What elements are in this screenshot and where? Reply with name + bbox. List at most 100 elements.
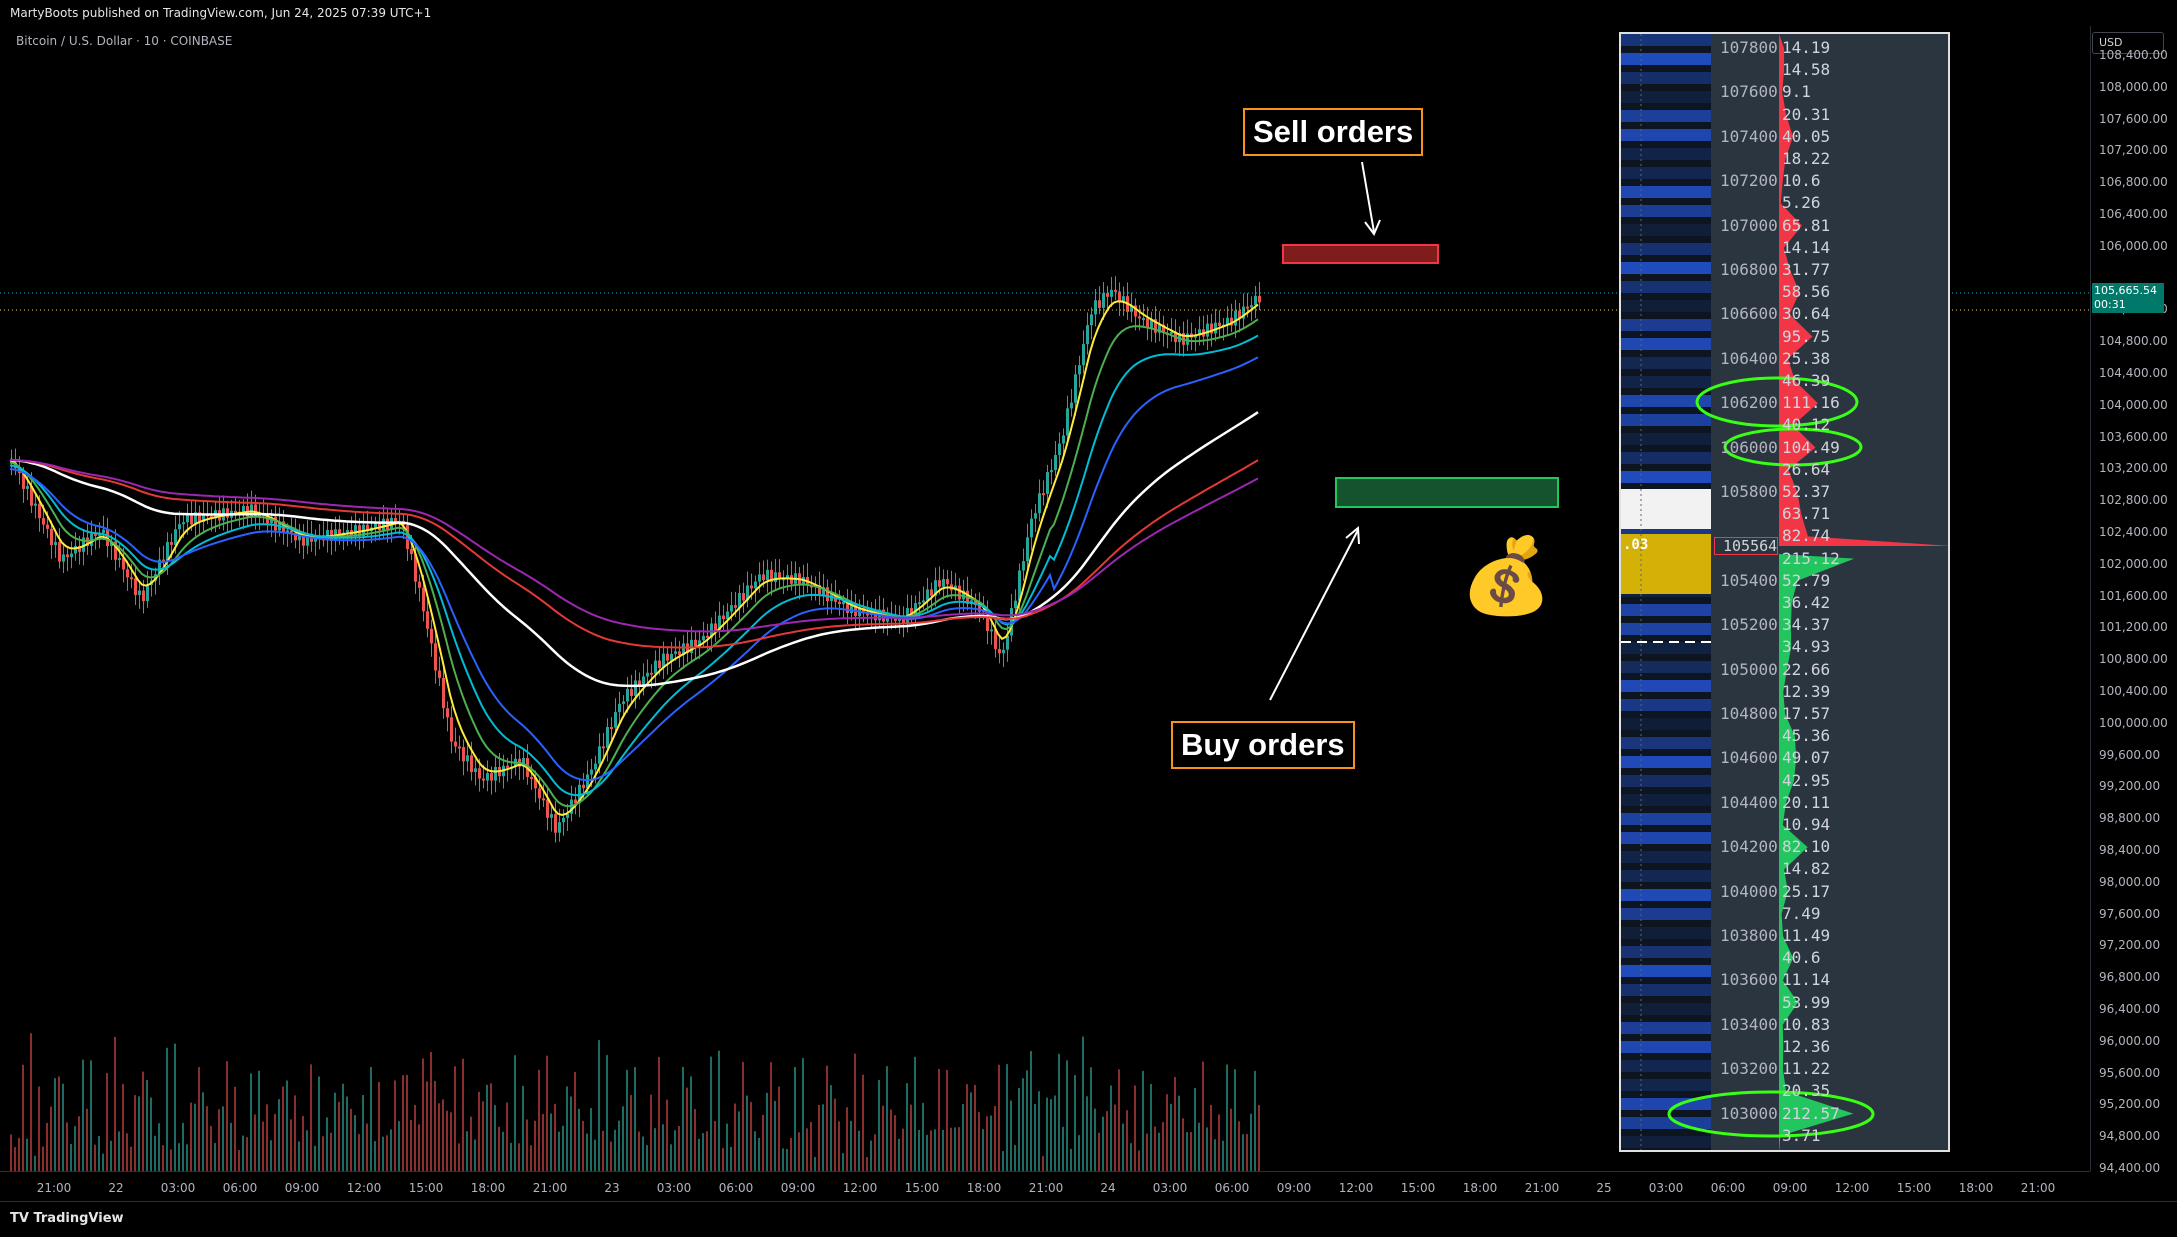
candle-body xyxy=(162,559,165,562)
volume-bar xyxy=(290,1119,292,1171)
volume-bar xyxy=(430,1051,432,1171)
volume-bar xyxy=(410,1119,412,1171)
price-axis-label: 102,400.00 xyxy=(2099,524,2168,539)
volume-bar xyxy=(522,1085,524,1171)
volume-bar xyxy=(1134,1085,1136,1171)
candle-body xyxy=(1242,306,1245,319)
volume-bar xyxy=(926,1134,928,1171)
volume-bar xyxy=(46,1122,48,1171)
volume-bar xyxy=(1238,1121,1240,1171)
order-book-volume: 45.36 xyxy=(1782,726,1831,746)
price-axis-label: 100,400.00 xyxy=(2099,684,2168,698)
volume-bar xyxy=(250,1073,252,1171)
candle-body xyxy=(458,746,461,749)
candle-body xyxy=(718,615,721,631)
candle-body xyxy=(750,585,753,589)
order-book-price: 104400 xyxy=(1720,792,1778,812)
candle-body xyxy=(1074,374,1077,403)
price-axis-label: 95,600.00 xyxy=(2099,1065,2161,1080)
volume-bar xyxy=(114,1036,116,1171)
volume-bar xyxy=(718,1050,720,1171)
volume-bar xyxy=(318,1076,320,1171)
volume-bar xyxy=(966,1084,968,1171)
candle-body xyxy=(242,505,245,515)
buy-orders-zone xyxy=(1335,477,1559,508)
volume-bar xyxy=(34,1155,36,1171)
price-axis-label: 106,400.00 xyxy=(2099,206,2168,221)
volume-bar xyxy=(1242,1134,1244,1171)
heatmap-band xyxy=(1621,699,1711,711)
order-book-price: 107400 xyxy=(1720,126,1778,146)
order-book-volume: 5.26 xyxy=(1782,193,1821,213)
order-book-volume: 20.11 xyxy=(1782,792,1831,812)
volume-bar xyxy=(1170,1103,1172,1171)
order-book-volume: 52.79 xyxy=(1782,570,1831,590)
volume-bar xyxy=(118,1131,120,1171)
volume-bar xyxy=(570,1096,572,1171)
candle-body xyxy=(682,643,685,656)
price-axis-label: 107,200.00 xyxy=(2099,143,2168,158)
candle-body xyxy=(354,525,357,537)
order-book-volume: 14.82 xyxy=(1782,859,1831,879)
volume-bar xyxy=(86,1108,88,1171)
volume-bar xyxy=(890,1109,892,1171)
heatmap-band xyxy=(1621,357,1711,369)
time-axis[interactable]: 21:00 22 03:00 06:00 09:00 12:00 15:00 18:00 21:… xyxy=(0,1171,2090,1202)
volume-bar xyxy=(566,1086,568,1171)
candle-body xyxy=(1250,305,1253,308)
candle-body xyxy=(894,618,897,621)
volume-bar xyxy=(598,1040,600,1171)
buy-orders-label: Buy orders xyxy=(1171,721,1355,769)
currency-selector[interactable]: USD xyxy=(2092,32,2164,54)
candle-body xyxy=(42,518,45,525)
volume-bar xyxy=(734,1103,736,1171)
volume-bar xyxy=(254,1114,256,1171)
volume-bar xyxy=(1106,1111,1108,1171)
candle-body xyxy=(446,708,449,718)
order-book-panel[interactable]: 107800 14.19 14.58 107600 9.1 20.31 107400 40.0… xyxy=(1619,32,1950,1152)
candle-body xyxy=(1102,293,1105,308)
order-book-volume: 111.16 xyxy=(1782,393,1840,413)
volume-bar xyxy=(698,1138,700,1171)
heatmap-band xyxy=(1621,775,1711,787)
order-book-price: 105400 xyxy=(1720,570,1778,590)
candle-body xyxy=(1050,470,1053,473)
volume-bar xyxy=(414,1104,416,1171)
candle-body xyxy=(422,587,425,612)
volume-bar xyxy=(1210,1104,1212,1171)
volume-bar xyxy=(1150,1084,1152,1171)
order-book-volume: 36.42 xyxy=(1782,593,1831,612)
volume-bar xyxy=(346,1096,348,1171)
candle-body xyxy=(1034,513,1037,519)
volume-bar xyxy=(862,1074,864,1171)
volume-bar xyxy=(1186,1132,1188,1171)
volume-bar xyxy=(406,1074,408,1171)
highlight-circle xyxy=(1695,376,1859,428)
heatmap-band xyxy=(1621,129,1711,141)
volume-bar xyxy=(1218,1114,1220,1171)
volume-bar xyxy=(422,1058,424,1171)
candle-body xyxy=(974,600,977,605)
heatmap-band xyxy=(1621,623,1711,635)
ema-line xyxy=(9,300,1259,817)
heatmap-band xyxy=(1621,186,1711,198)
volume-bar xyxy=(126,1133,128,1171)
volume-bar xyxy=(1198,1122,1200,1171)
volume-bar xyxy=(602,1130,604,1171)
candle-body xyxy=(250,504,253,517)
price-axis[interactable]: 108,400.00 108,000.00 107,600.00 107,200.00… xyxy=(2090,26,2177,1175)
candle-body xyxy=(574,799,577,804)
volume-bar xyxy=(546,1055,548,1171)
candle-body xyxy=(182,522,185,525)
candle-body xyxy=(694,639,697,647)
volume-bar xyxy=(526,1119,528,1171)
candle-body xyxy=(1142,318,1145,321)
candle-body xyxy=(234,510,237,513)
candle-body xyxy=(430,628,433,644)
volume-bar xyxy=(682,1066,684,1171)
candle-body xyxy=(102,529,105,533)
candle-body xyxy=(1122,296,1125,303)
volume-bar xyxy=(1058,1053,1060,1171)
time-axis-label: 03:00 xyxy=(1648,1181,1684,1195)
